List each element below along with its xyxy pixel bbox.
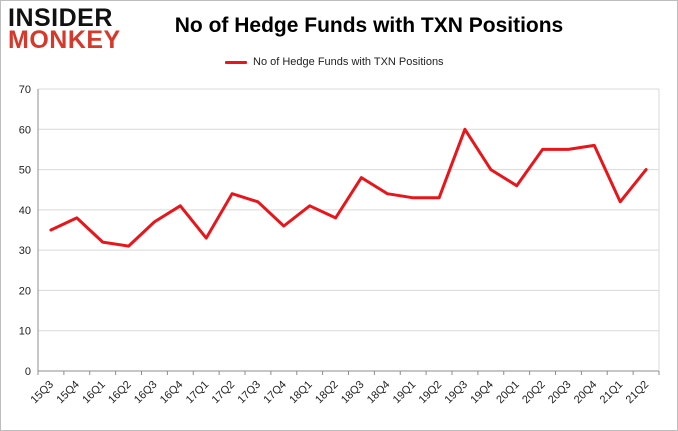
x-tick-label: 17Q1 — [184, 379, 212, 407]
y-tick-label: 40 — [19, 205, 31, 217]
x-tick-label: 16Q1 — [80, 379, 108, 407]
x-tick-label: 18Q4 — [365, 379, 393, 407]
legend-swatch — [225, 60, 247, 64]
x-tick-label: 19Q3 — [443, 379, 471, 407]
chart-title: No of Hedge Funds with TXN Positions — [174, 14, 564, 37]
insider-monkey-logo: INSIDER MONKEY — [8, 6, 128, 54]
x-tick-label: 17Q4 — [261, 379, 289, 407]
x-tick-label: 19Q1 — [391, 379, 419, 407]
y-tick-label: 20 — [19, 285, 31, 297]
x-tick-label: 16Q2 — [106, 379, 134, 407]
x-tick-label: 16Q4 — [158, 379, 186, 407]
x-tick-label: 21Q1 — [598, 379, 626, 407]
x-tick-label: 20Q1 — [494, 379, 522, 407]
y-tick-label: 30 — [19, 245, 31, 257]
x-tick-label: 17Q2 — [210, 379, 238, 407]
x-tick-label: 19Q4 — [468, 379, 496, 407]
x-tick-label: 21Q2 — [624, 379, 652, 407]
x-tick-label: 16Q3 — [132, 379, 160, 407]
x-tick-label: 18Q3 — [339, 379, 367, 407]
x-tick-label: 19Q2 — [417, 379, 445, 407]
chart-legend: No of Hedge Funds with TXN Positions — [225, 52, 444, 72]
x-tick-label: 15Q3 — [29, 379, 57, 407]
x-tick-label: 20Q4 — [572, 379, 600, 407]
x-tick-label: 17Q3 — [236, 379, 264, 407]
legend-label: No of Hedge Funds with TXN Positions — [253, 56, 444, 68]
y-tick-label: 70 — [19, 84, 31, 96]
x-tick-label: 20Q2 — [520, 379, 548, 407]
x-tick-label: 18Q1 — [287, 379, 315, 407]
x-tick-label: 15Q4 — [54, 379, 82, 407]
y-tick-label: 60 — [19, 124, 31, 136]
y-tick-label: 10 — [19, 326, 31, 338]
y-tick-label: 0 — [25, 366, 31, 378]
x-tick-label: 20Q3 — [546, 379, 574, 407]
logo-line-1: INSIDER — [8, 4, 113, 32]
series-line — [49, 127, 648, 248]
y-tick-label: 50 — [19, 165, 31, 177]
x-tick-label: 18Q2 — [313, 379, 341, 407]
logo-line-2: MONKEY — [8, 26, 121, 54]
